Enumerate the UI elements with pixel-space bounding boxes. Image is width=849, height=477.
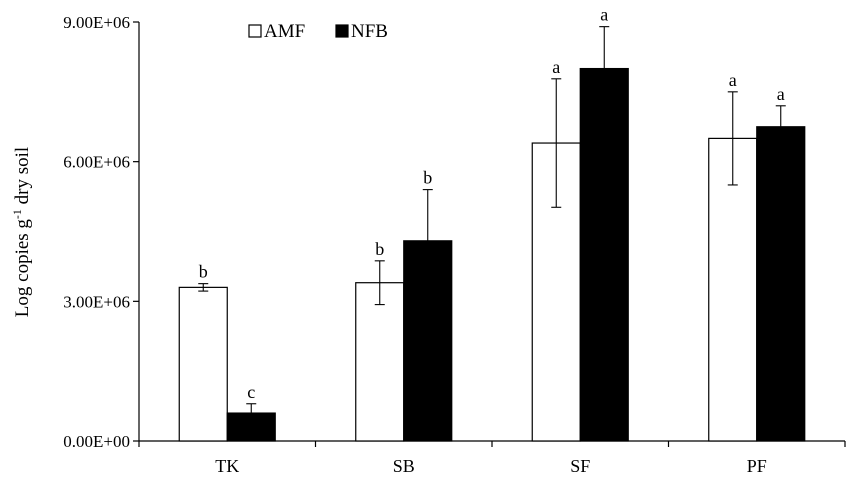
y-axis-label: Log copies g-1 dry soil xyxy=(10,147,33,317)
error-bars xyxy=(198,26,786,423)
significance-letter: a xyxy=(729,70,737,90)
legend-label-nfb: NFB xyxy=(351,21,388,42)
y-axis-label-prefix: Log copies g xyxy=(12,219,33,318)
bar-amf xyxy=(178,286,228,442)
significance-letter: c xyxy=(247,382,255,402)
bar-nfb xyxy=(756,126,806,442)
significance-letters: b b a a c b a a xyxy=(199,5,785,402)
bar-amf xyxy=(708,137,758,442)
significance-letter: a xyxy=(552,57,560,77)
significance-letter: b xyxy=(423,168,432,188)
y-tick-label: 6.00E+06 xyxy=(63,153,130,172)
legend-swatch-nfb xyxy=(335,24,349,38)
bar-amf xyxy=(355,282,405,442)
x-category-label: SF xyxy=(570,456,590,476)
significance-letter: b xyxy=(199,262,208,282)
y-axis-label-superscript: -1 xyxy=(10,209,24,219)
y-axis: 0.00E+00 3.00E+06 6.00E+06 9.00E+06 xyxy=(63,13,140,451)
y-tick-label: 0.00E+00 xyxy=(63,432,130,451)
legend: AMF NFB xyxy=(248,21,388,42)
y-tick-label: 9.00E+06 xyxy=(63,13,130,32)
x-category-label: SB xyxy=(393,456,415,476)
y-axis-label-suffix: dry soil xyxy=(12,147,33,209)
bar-nfb xyxy=(579,67,629,442)
significance-letter: a xyxy=(777,84,785,104)
x-axis: TK SB SF PF xyxy=(138,440,846,476)
x-category-label: PF xyxy=(747,456,767,476)
legend-label-amf: AMF xyxy=(264,21,305,42)
x-category-label: TK xyxy=(215,456,239,476)
significance-letter: a xyxy=(600,5,608,25)
significance-letter: b xyxy=(375,239,384,259)
bars xyxy=(178,67,806,442)
legend-swatch-amf xyxy=(248,24,262,38)
y-tick-label: 3.00E+06 xyxy=(63,292,130,311)
